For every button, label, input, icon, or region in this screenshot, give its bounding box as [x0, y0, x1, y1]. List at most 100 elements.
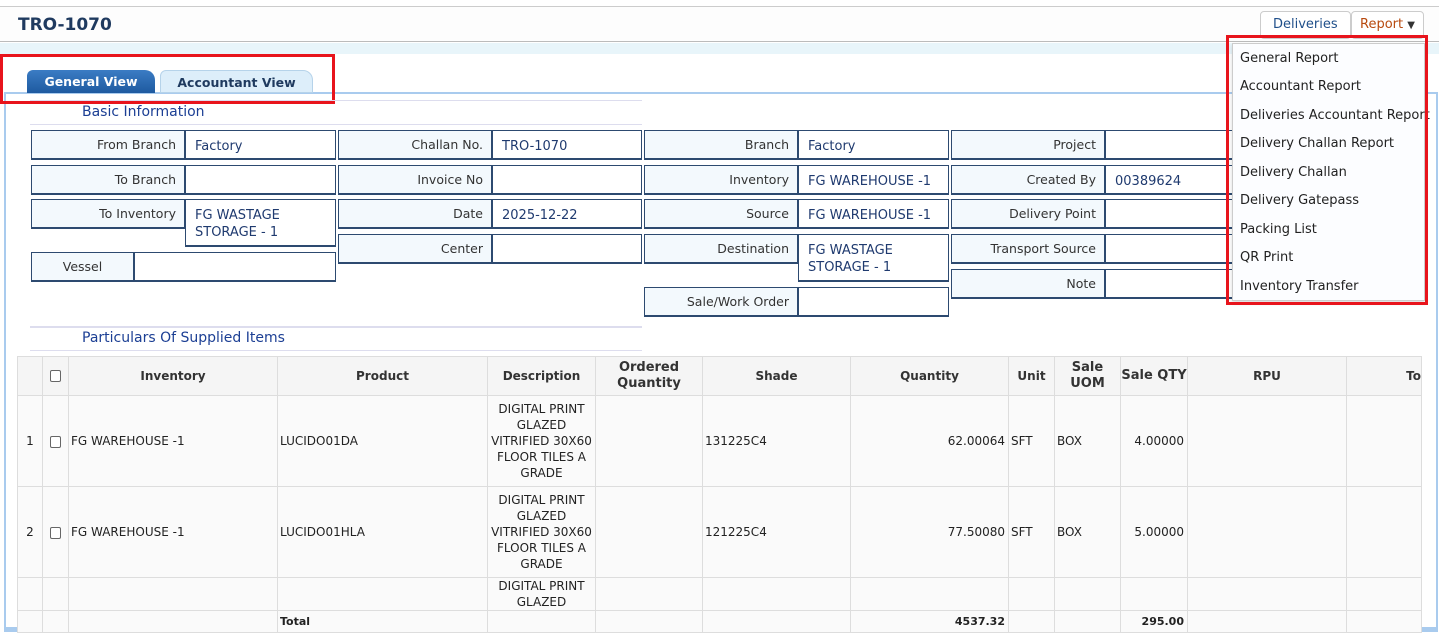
- report-menu-item[interactable]: Inventory Transfer: [1240, 279, 1359, 294]
- col-header-total: To: [1346, 356, 1422, 396]
- cell-sale-uom: BOX: [1054, 395, 1121, 487]
- cell-inventory: [68, 577, 278, 611]
- field-label: Vessel: [31, 252, 134, 282]
- tab-accountant-view[interactable]: Accountant View: [160, 70, 313, 93]
- col-header-inventory: Inventory: [68, 356, 278, 396]
- cell-sale-uom: [1054, 577, 1121, 611]
- field-label: To Inventory: [31, 199, 185, 229]
- field-label: Branch: [644, 130, 798, 160]
- cell-unit: SFT: [1008, 395, 1055, 487]
- report-menu-item[interactable]: QR Print: [1240, 250, 1294, 265]
- field-value: FG WAREHOUSE -1: [798, 165, 949, 195]
- cell-shade: [702, 577, 851, 611]
- row-checkbox[interactable]: [42, 395, 69, 487]
- cell: [1346, 395, 1422, 487]
- cell-sale-qty: [1120, 577, 1188, 611]
- col-header-product: Product: [277, 356, 488, 396]
- cell-ordered: [595, 486, 703, 578]
- field-label: Note: [951, 269, 1105, 299]
- field-value: [185, 165, 336, 195]
- col-header-rpu: RPU: [1187, 356, 1347, 396]
- cell-rpu: [1187, 486, 1347, 578]
- cell-quantity: 77.50080: [850, 486, 1009, 578]
- tab-general-view[interactable]: General View: [27, 70, 155, 93]
- report-menu-item[interactable]: General Report: [1240, 51, 1339, 66]
- total-quantity: 4537.32: [850, 610, 1009, 633]
- total-sale-qty: 295.00: [1120, 610, 1188, 633]
- col-header-quantity: Quantity: [850, 356, 1009, 396]
- field-value: [492, 165, 642, 195]
- field-value: TRO-1070: [492, 130, 642, 160]
- supplied-items-table: Inventory Product Description Ordered Qu…: [17, 356, 1422, 633]
- cell: [42, 577, 69, 611]
- report-menu-item[interactable]: Packing List: [1240, 222, 1317, 237]
- report-menu-item[interactable]: Delivery Challan: [1240, 165, 1347, 180]
- report-menu-item[interactable]: Delivery Gatepass: [1240, 193, 1359, 208]
- field-label: Invoice No: [338, 165, 492, 195]
- cell-sale-uom: BOX: [1054, 486, 1121, 578]
- cell-description: DIGITAL PRINT GLAZED VITRIFIED 30X60 FLO…: [487, 486, 596, 578]
- field-label: Source: [644, 199, 798, 229]
- report-button[interactable]: Report ▼: [1351, 11, 1424, 39]
- col-header-shade: Shade: [702, 356, 851, 396]
- cell-sale-qty: 4.00000: [1120, 395, 1188, 487]
- cell: [1346, 577, 1422, 611]
- col-header-ordered-quantity: Ordered Quantity: [595, 356, 703, 396]
- chevron-down-icon: ▼: [1407, 20, 1415, 31]
- cell-unit: [1008, 577, 1055, 611]
- col-header-sale-uom: Sale UOM: [1054, 356, 1121, 396]
- highlight-box-report-menu: [1226, 35, 1428, 305]
- field-label: Transport Source: [951, 234, 1105, 264]
- field-label: Project: [951, 130, 1105, 160]
- field-value: [1105, 234, 1245, 264]
- field-label: Challan No.: [338, 130, 492, 160]
- select-all-checkbox[interactable]: [42, 356, 69, 396]
- field-value: [1105, 130, 1245, 160]
- col-header-index: [17, 356, 43, 396]
- field-value: [492, 234, 642, 264]
- divider: [30, 100, 642, 101]
- total-label: Total: [277, 610, 488, 633]
- col-header-sale-qty: Sale QTY: [1120, 356, 1188, 396]
- row-checkbox[interactable]: [42, 486, 69, 578]
- field-value: FG WASTAGE STORAGE - 1: [185, 199, 336, 247]
- cell-ordered: [595, 395, 703, 487]
- cell-rpu: [1187, 395, 1347, 487]
- report-label: Report: [1360, 17, 1404, 32]
- table-row: DIGITAL PRINT GLAZED: [17, 577, 1422, 611]
- cell-inventory: FG WAREHOUSE -1: [68, 395, 278, 487]
- field-value: [798, 287, 949, 317]
- field-value: [134, 252, 336, 282]
- table-header-row: Inventory Product Description Ordered Qu…: [17, 356, 1422, 396]
- cell-product: [277, 577, 488, 611]
- cell-description: DIGITAL PRINT GLAZED: [487, 577, 596, 611]
- field-value: [1105, 269, 1245, 299]
- cell-unit: SFT: [1008, 486, 1055, 578]
- total-row: Total 4537.32 295.00: [17, 610, 1422, 633]
- field-label: Delivery Point: [951, 199, 1105, 229]
- divider: [30, 326, 642, 328]
- top-bar: TRO-1070 Deliveries Report ▼: [0, 6, 1439, 42]
- section-title-basic-information: Basic Information: [82, 104, 205, 120]
- cell-product: LUCIDO01HLA: [277, 486, 488, 578]
- field-label: Destination: [644, 234, 798, 264]
- table-row: 1 FG WAREHOUSE -1 LUCIDO01DA DIGITAL PRINT …: [17, 395, 1422, 487]
- divider: [30, 124, 642, 125]
- report-menu-item[interactable]: Accountant Report: [1240, 79, 1362, 94]
- field-value: 00389624: [1105, 165, 1245, 195]
- page-title: TRO-1070: [18, 15, 112, 35]
- divider: [30, 350, 642, 351]
- cell-no: 2: [17, 486, 43, 578]
- cell-inventory: FG WAREHOUSE -1: [68, 486, 278, 578]
- cell-no: 1: [17, 395, 43, 487]
- cell-sale-qty: 5.00000: [1120, 486, 1188, 578]
- field-label: Created By: [951, 165, 1105, 195]
- field-value: Factory: [798, 130, 949, 160]
- report-menu-item[interactable]: Delivery Challan Report: [1240, 136, 1395, 151]
- cell-ordered: [595, 577, 703, 611]
- field-label: Date: [338, 199, 492, 229]
- report-menu-item[interactable]: Deliveries Accountant Report: [1240, 108, 1430, 123]
- field-value: 2025-12-22: [492, 199, 642, 229]
- deliveries-button[interactable]: Deliveries: [1260, 11, 1351, 39]
- section-title-supplied-items: Particulars Of Supplied Items: [82, 330, 285, 346]
